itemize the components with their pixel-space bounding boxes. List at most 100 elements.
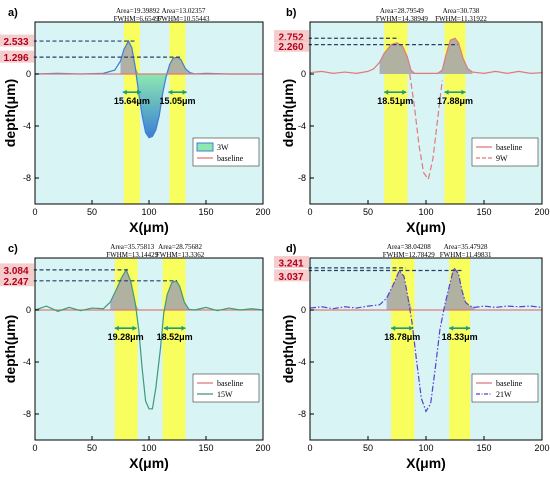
panel-label: c) (8, 243, 18, 255)
height-value-label: 1.296 (3, 53, 28, 64)
fwhm-annotation: FWHM=6.65497 (114, 15, 163, 23)
y-axis-label: depth(μm) (280, 315, 296, 383)
x-tick-label: 100 (418, 207, 433, 217)
width-arrowhead-left (122, 89, 127, 95)
peak-area-fill (155, 280, 189, 310)
width-arrowhead-right (181, 325, 186, 331)
y-tick-label: 0 (301, 305, 306, 315)
fwhm-annotation: FWHM=12.78429 (383, 251, 435, 259)
x-tick-label: 50 (363, 207, 373, 217)
width-arrowhead-right (402, 89, 407, 95)
width-arrowhead-left (163, 325, 168, 331)
area-annotation: Area=30.738 (443, 7, 480, 15)
width-label: 17.88μm (437, 96, 473, 106)
fwhm-annotation: FWHM=10.55443 (158, 15, 210, 23)
panel-label: b) (286, 7, 297, 19)
plot-content (310, 37, 542, 181)
legend-entry: baseline (496, 379, 523, 388)
x-axis-label: X(μm) (129, 219, 169, 235)
area-annotation: Area=38.04208 (387, 243, 431, 251)
peak-area-fill (437, 38, 473, 74)
x-tick-label: 200 (255, 207, 270, 217)
width-arrowhead-left (384, 89, 389, 95)
y-tick-label: 0 (301, 69, 306, 79)
y-tick-label: -8 (23, 409, 31, 419)
y-tick-label: -8 (298, 409, 306, 419)
x-axis-label: X(μm) (406, 219, 446, 235)
width-label: 18.51μm (377, 96, 413, 106)
width-arrowhead-right (137, 89, 142, 95)
peak-area-fill (162, 57, 191, 74)
width-arrowhead-left (444, 89, 449, 95)
series-line-9w (409, 73, 443, 181)
x-tick-label: 0 (32, 207, 37, 217)
height-value-label: 2.247 (3, 277, 28, 288)
series-area-fill (35, 74, 263, 138)
x-tick-label: 150 (198, 207, 213, 217)
width-arrowhead-left (449, 325, 454, 331)
legend-entry: 21W (496, 390, 512, 399)
width-label: 18.33μm (442, 332, 478, 342)
plot-content (35, 268, 263, 410)
x-tick-label: 200 (534, 443, 549, 453)
y-tick-label: -8 (23, 173, 31, 183)
panel-label: a) (8, 7, 18, 19)
fwhm-annotation: FWHM=13.3362 (156, 251, 205, 259)
panel-label: d) (286, 243, 297, 255)
legend-box (471, 373, 539, 403)
x-axis-label: X(μm) (129, 455, 169, 471)
height-value-box (274, 269, 309, 282)
width-arrowhead-right (461, 89, 466, 95)
legend-entry: baseline (496, 143, 523, 152)
width-arrowhead-right (132, 325, 137, 331)
legend-entry: 9W (496, 154, 508, 163)
legend-entry: 15W (217, 390, 233, 399)
width-label: 19.28μm (108, 332, 144, 342)
y-axis-label: depth(μm) (2, 79, 18, 147)
area-annotation: Area=35.47928 (444, 243, 488, 251)
series-line-15w (35, 268, 263, 410)
plot-background (35, 258, 263, 440)
x-tick-label: 150 (476, 207, 491, 217)
series-line-21w (310, 266, 542, 413)
x-tick-label: 50 (363, 443, 373, 453)
x-tick-label: 0 (307, 207, 312, 217)
panel-1: 2.533 1.296 15.64μm 15.05μm Area=19.39892FWH… (0, 7, 271, 235)
height-value-box (274, 39, 309, 52)
width-arrowhead-left (114, 325, 119, 331)
legend-entry: baseline (217, 154, 244, 163)
legend-swatch (196, 142, 214, 152)
x-tick-label: 50 (87, 207, 97, 217)
y-axis-label: depth(μm) (2, 315, 18, 383)
fwhm-annotation: FWHM=11.31922 (435, 15, 487, 23)
width-arrowhead-left (391, 325, 396, 331)
y-axis-label: depth(μm) (280, 79, 296, 147)
highlight-band (169, 22, 186, 204)
width-arrowhead-right (466, 325, 471, 331)
width-label: 18.52μm (157, 332, 193, 342)
height-value-label: 3.084 (3, 266, 28, 277)
plot-content (310, 266, 542, 413)
x-tick-label: 100 (418, 443, 433, 453)
y-tick-label: -4 (298, 121, 306, 131)
x-tick-label: 100 (141, 443, 156, 453)
x-tick-label: 50 (87, 443, 97, 453)
fwhm-annotation: FWHM=11.49831 (440, 251, 492, 259)
series-line-3w (35, 39, 263, 139)
area-annotation: Area=19.39892 (116, 7, 160, 15)
x-tick-label: 200 (255, 443, 270, 453)
height-value-label: 3.241 (278, 259, 303, 270)
y-tick-label: 0 (26, 69, 31, 79)
y-tick-label: -4 (298, 357, 306, 367)
y-tick-label: 0 (26, 305, 31, 315)
height-value-box (0, 263, 34, 276)
fwhm-annotation: FWHM=13.14429 (106, 251, 158, 259)
x-tick-label: 200 (534, 207, 549, 217)
y-tick-label: -4 (23, 357, 31, 367)
x-tick-label: 150 (198, 443, 213, 453)
area-annotation: Area=13.02357 (162, 7, 206, 15)
height-value-label: 2.260 (278, 42, 303, 53)
